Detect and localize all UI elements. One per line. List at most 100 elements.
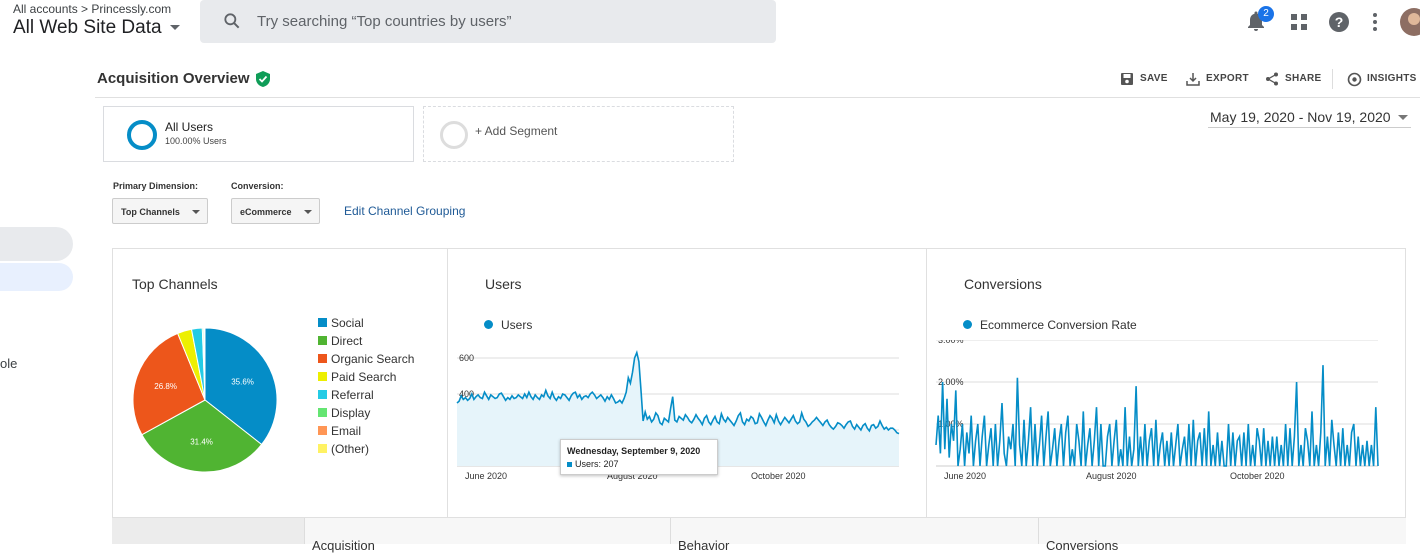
- date-range-selector[interactable]: May 19, 2020 - Nov 19, 2020: [1210, 109, 1391, 125]
- legend-item: Organic Search: [318, 352, 414, 370]
- tooltip-value-row: Users: 207: [567, 459, 619, 469]
- sidebar: [0, 50, 95, 544]
- legend-label: (Other): [331, 442, 369, 456]
- segment-title: All Users: [165, 120, 213, 134]
- pie-slice-label: 26.8%: [154, 382, 177, 391]
- legend-label: Paid Search: [331, 370, 396, 384]
- save-button[interactable]: SAVE: [1140, 73, 1168, 84]
- conversion-dropdown[interactable]: eCommerce: [231, 198, 320, 224]
- legend-item: Direct: [318, 334, 414, 352]
- apps-grid-icon[interactable]: [1287, 10, 1311, 34]
- behavior-label: Behavior: [678, 538, 729, 553]
- search-icon: [222, 11, 242, 31]
- legend-item: Email: [318, 424, 414, 442]
- avatar[interactable]: [1400, 8, 1420, 36]
- verified-shield-icon: [256, 71, 270, 87]
- legend-item: (Other): [318, 442, 414, 460]
- account-breadcrumb[interactable]: All accounts > Princessly.com: [13, 2, 171, 16]
- tooltip-value: Users: 207: [575, 459, 619, 469]
- property-name: All Web Site Data: [13, 17, 162, 38]
- share-icon: [1265, 72, 1279, 86]
- tooltip-date: Wednesday, September 9, 2020: [567, 446, 700, 456]
- notification-badge: 2: [1258, 6, 1274, 22]
- x-tick-label: October 2020: [1230, 471, 1285, 481]
- y-tick-label: 600: [459, 353, 474, 363]
- primary-dimension-label: Primary Dimension:: [113, 181, 198, 191]
- top-channels-pie-chart[interactable]: 35.6% 31.4% 26.8%: [125, 320, 285, 480]
- export-label: EXPORT: [1206, 73, 1249, 84]
- sidebar-item-label[interactable]: ole: [0, 356, 17, 371]
- share-button[interactable]: SHARE: [1285, 73, 1322, 84]
- legend-item: Display: [318, 406, 414, 424]
- chart-tooltip: Wednesday, September 9, 2020 Users: 207: [560, 439, 718, 475]
- acquisition-label: Acquisition: [312, 538, 375, 553]
- sidebar-item-selected[interactable]: [0, 263, 73, 291]
- insights-label: INSIGHTS: [1367, 73, 1417, 84]
- users-legend-label: Users: [501, 318, 532, 332]
- toolbar-divider: [1332, 69, 1333, 89]
- pie-chart-title: Top Channels: [132, 276, 218, 292]
- segment-subtitle: 100.00% Users: [165, 136, 227, 146]
- property-selector[interactable]: All Web Site Data: [13, 17, 180, 39]
- conversions-chart-title: Conversions: [964, 276, 1042, 292]
- legend-swatch: [318, 390, 327, 399]
- share-label: SHARE: [1285, 73, 1322, 84]
- sidebar-item-active[interactable]: [0, 227, 73, 261]
- conversions-label: Conversions: [1046, 538, 1118, 553]
- search-input[interactable]: Try searching “Top countries by users”: [257, 13, 512, 30]
- tooltip-series-swatch: [567, 462, 572, 467]
- chevron-down-icon: [170, 25, 180, 30]
- export-button[interactable]: EXPORT: [1206, 73, 1249, 84]
- legend-swatch: [318, 354, 327, 363]
- insights-button[interactable]: INSIGHTS: [1367, 73, 1417, 84]
- panel-divider: [926, 248, 927, 518]
- save-icon: [1120, 72, 1134, 86]
- edit-channel-grouping-link[interactable]: Edit Channel Grouping: [344, 204, 465, 218]
- legend-swatch: [318, 408, 327, 417]
- pie-slice-label: 35.6%: [231, 378, 254, 387]
- primary-dimension-dropdown[interactable]: Top Channels: [112, 198, 208, 224]
- pie-legend: Social Direct Organic Search Paid Search Ref…: [318, 316, 414, 460]
- legend-swatch: [318, 426, 327, 435]
- svg-text:?: ?: [1335, 14, 1344, 30]
- users-chart-title: Users: [485, 276, 522, 292]
- save-label: SAVE: [1140, 73, 1168, 84]
- empty-segment-ring: [440, 121, 468, 149]
- pie-slice-label: 31.4%: [190, 438, 213, 447]
- legend-swatch: [318, 336, 327, 345]
- legend-swatch: [318, 444, 327, 453]
- legend-label: Email: [331, 424, 361, 438]
- date-range-underline: [1208, 127, 1411, 128]
- segment-color-ring: [127, 120, 157, 150]
- conversion-value: eCommerce: [240, 207, 292, 217]
- conversions-legend-dot: [963, 320, 972, 329]
- x-tick-label: August 2020: [1086, 471, 1137, 481]
- search-box[interactable]: Try searching “Top countries by users”: [200, 0, 776, 43]
- add-segment-button[interactable]: + Add Segment: [423, 106, 734, 162]
- legend-label: Organic Search: [331, 352, 414, 366]
- legend-label: Direct: [331, 334, 362, 348]
- legend-label: Referral: [331, 388, 374, 402]
- x-tick-label: June 2020: [944, 471, 986, 481]
- primary-dimension-value: Top Channels: [121, 207, 180, 217]
- legend-label: Social: [331, 316, 364, 330]
- series-line: [936, 365, 1378, 466]
- conversion-label: Conversion:: [231, 181, 284, 191]
- users-legend-dot: [484, 320, 493, 329]
- x-tick-label: June 2020: [465, 471, 507, 481]
- export-icon: [1186, 72, 1200, 86]
- header-divider: [95, 97, 1420, 98]
- legend-swatch: [318, 318, 327, 327]
- x-tick-label: October 2020: [751, 471, 806, 481]
- insights-icon: [1347, 72, 1362, 87]
- panel-divider: [447, 248, 448, 518]
- top-bar: All accounts > Princessly.com All Web Si…: [0, 0, 1420, 50]
- segment-all-users[interactable]: All Users 100.00% Users: [103, 106, 414, 162]
- help-icon[interactable]: ?: [1327, 10, 1351, 34]
- legend-swatch: [318, 372, 327, 381]
- legend-item: Paid Search: [318, 370, 414, 388]
- more-vert-icon[interactable]: [1363, 10, 1387, 34]
- legend-item: Referral: [318, 388, 414, 406]
- legend-item: Social: [318, 316, 414, 334]
